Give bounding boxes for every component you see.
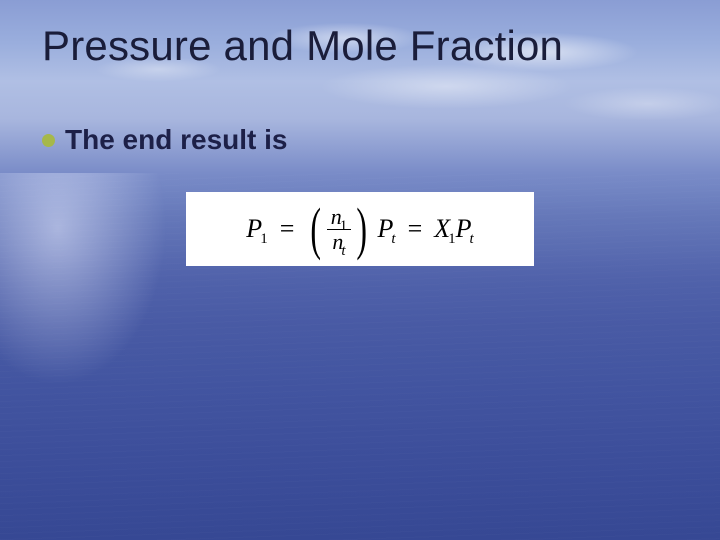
bullet-item: The end result is <box>42 124 288 156</box>
eq-equals-2: = <box>408 214 423 244</box>
equation-box: P1 = ( n1 nt ) Pt = X1Pt <box>186 192 534 266</box>
eq-fraction: n1 nt <box>327 205 352 254</box>
eq-frac-num: n1 <box>327 205 352 229</box>
eq-mid-sub: t <box>391 231 395 247</box>
bullet-text: The end result is <box>65 124 288 156</box>
eq-num-sub: 1 <box>340 218 348 234</box>
eq-mid: Pt <box>378 214 396 244</box>
eq-paren-group: ( n1 nt ) <box>306 205 371 254</box>
slide: Pressure and Mole Fraction The end resul… <box>0 0 720 540</box>
eq-equals-1: = <box>280 214 295 244</box>
right-paren-icon: ) <box>357 206 368 252</box>
slide-title: Pressure and Mole Fraction <box>42 22 563 70</box>
eq-den-sub: t <box>341 243 345 259</box>
bullet-dot-icon <box>42 134 55 147</box>
eq-lhs: P1 <box>246 214 267 244</box>
equation: P1 = ( n1 nt ) Pt = X1Pt <box>246 205 473 254</box>
eq-rhs-sub1: 1 <box>448 231 456 247</box>
left-paren-icon: ( <box>311 206 322 252</box>
eq-rhs-sub2: t <box>470 231 474 247</box>
eq-rhs: X1Pt <box>434 214 473 244</box>
eq-lhs-sub: 1 <box>260 231 268 247</box>
